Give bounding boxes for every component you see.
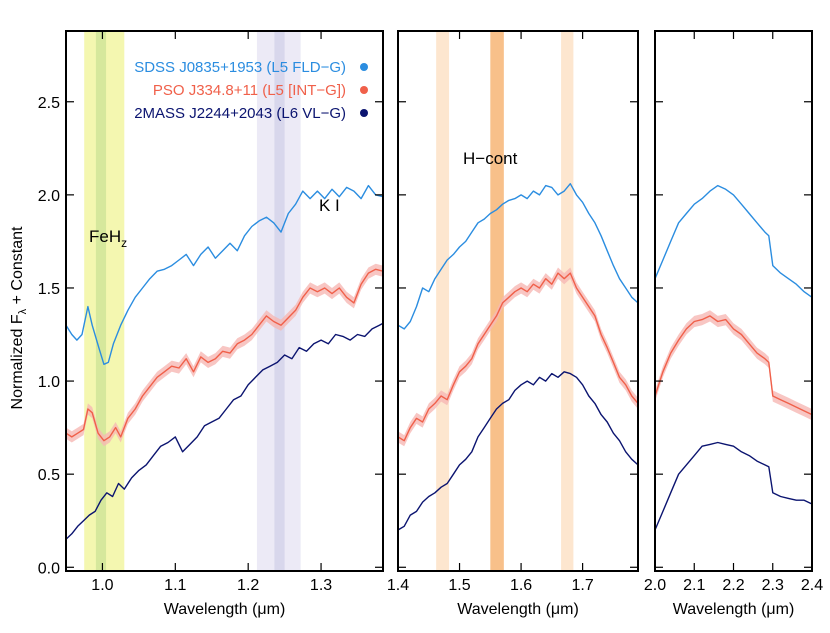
legend-marker-3 xyxy=(360,109,368,117)
series-line-3-1 xyxy=(655,184,812,298)
series-line-1-2 xyxy=(66,268,383,442)
x-tick-label-3-2: 2.1 xyxy=(683,577,705,594)
legend-marker-1 xyxy=(360,63,368,71)
annotation-3: H−cont xyxy=(463,149,518,168)
x-tick-label-3-4: 2.3 xyxy=(762,577,784,594)
y-tick-label-3: 1.0 xyxy=(38,374,60,391)
error-band-2-2 xyxy=(398,267,638,447)
annotation-2: K I xyxy=(319,196,340,215)
legend-label-2: PSO J334.8+11 (L5 [INT−G]) xyxy=(153,82,346,99)
legend-label-1: SDSS J0835+1953 (L5 FLD−G) xyxy=(134,59,346,76)
y-tick-label-6: 2.5 xyxy=(38,95,60,112)
y-tick-label-2: 0.5 xyxy=(38,467,60,484)
x-tick-label-3-1: 2.0 xyxy=(644,577,666,594)
x-axis-label-2: Wavelength (μm) xyxy=(457,601,579,618)
panel-1: 1.0 1.1 1.2 1.3 Wavelength (μm) 0.0 0.5 1.0 1.5 2… xyxy=(38,30,384,618)
x-tick-label-3-5: 2.4 xyxy=(801,577,823,594)
x-tick-label-2-3: 1.6 xyxy=(510,577,532,594)
series-line-1-3 xyxy=(66,322,383,540)
panel-frame-2 xyxy=(397,30,639,572)
series-line-3-3 xyxy=(655,441,812,531)
band-2-1 xyxy=(436,31,450,571)
band-2-3 xyxy=(561,31,574,571)
legend-label-3: 2MASS J2244+2043 (L6 VL−G) xyxy=(134,105,346,122)
series-line-3-2 xyxy=(655,315,812,416)
x-axis-label-3: Wavelength (μm) xyxy=(673,601,795,618)
x-tick-label-2-2: 1.5 xyxy=(448,577,470,594)
panel-3: 2.0 2.1 2.2 2.3 2.4 Wavelength (μm) xyxy=(644,30,823,618)
x-axis-label-1: Wavelength (μm) xyxy=(164,601,286,618)
series-line-2-1 xyxy=(398,182,638,330)
y-tick-label-5: 2.0 xyxy=(38,188,60,205)
panel-2: 1.4 1.5 1.6 1.7 Wavelength (μm) xyxy=(387,30,639,618)
x-tick-label-3-3: 2.2 xyxy=(722,577,744,594)
band-1-4 xyxy=(274,31,285,571)
x-tick-label-1-2: 1.0 xyxy=(91,577,113,594)
panel-frame-1 xyxy=(65,30,384,572)
x-tick-label-1-5: 1.3 xyxy=(310,577,332,594)
y-tick-label-1: 0.0 xyxy=(38,560,60,577)
error-band-1-2 xyxy=(66,263,383,447)
panel-frame-3 xyxy=(654,30,813,572)
band-2-2 xyxy=(490,31,504,571)
y-tick-label-4: 1.5 xyxy=(38,281,60,298)
x-tick-label-2-4: 1.7 xyxy=(571,577,593,594)
series-line-1-1 xyxy=(66,184,383,365)
y-axis-label: Normalized Fλ + Constant xyxy=(9,226,29,409)
x-tick-label-1-3: 1.1 xyxy=(164,577,186,594)
legend: SDSS J0835+1953 (L5 FLD−G) PSO J334.8+11 … xyxy=(134,59,368,122)
series-line-2-2 xyxy=(398,272,638,442)
annotation-1: FeHz xyxy=(89,227,127,250)
series-line-2-3 xyxy=(398,371,638,531)
legend-marker-2 xyxy=(360,86,368,94)
x-tick-label-1-4: 1.2 xyxy=(237,577,259,594)
band-1-2 xyxy=(95,31,107,571)
x-tick-label-2-1: 1.4 xyxy=(387,577,409,594)
